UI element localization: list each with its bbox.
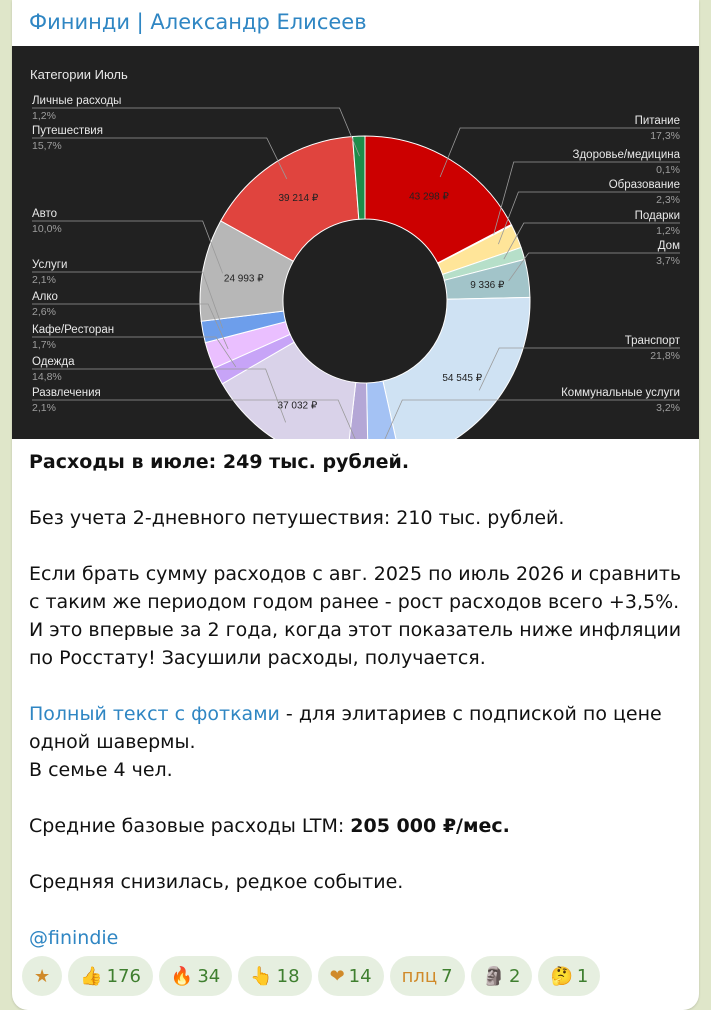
legend-percent-label: 21,8% [650, 350, 680, 362]
message-paragraph: Если брать сумму расходов с авг. 2025 по… [29, 563, 682, 669]
message-paragraph: Средняя снизилась, редкое событие. [29, 871, 404, 893]
message-paragraph: Без учета 2-дневного петушествия: 210 ты… [29, 507, 565, 529]
message-paragraph: Полный текст с фотками - для элитариев с… [29, 703, 662, 781]
legend-category-label: Одежда [32, 356, 75, 368]
leader-line [439, 127, 680, 178]
leader-line [32, 271, 223, 329]
legend-category-label: Образование [609, 179, 680, 191]
legend-percent-label: 1,7% [32, 339, 56, 351]
legend-percent-label: 1,2% [656, 225, 680, 237]
reaction-count: 14 [348, 965, 372, 987]
reaction-count: 34 [197, 965, 221, 987]
channel-title[interactable]: Фининди | Александр Елисеев [29, 10, 367, 34]
legend-category-label: Личные расходы [32, 95, 121, 107]
legend-percent-label: 1,2% [32, 110, 56, 122]
leader-line [32, 303, 229, 350]
pie-slice [382, 296, 531, 439]
pie-slice [220, 135, 360, 262]
reaction-count: 2 [508, 965, 521, 987]
text-reaction-icon: плц [401, 965, 438, 987]
legend-percent-label: 3,7% [656, 255, 680, 267]
thinking-face-icon: 🤔 [550, 965, 573, 987]
heart-icon: ❤ [329, 965, 345, 987]
reaction-chip[interactable]: 👍 176 [68, 956, 153, 996]
reaction-chip[interactable]: ★ [22, 956, 63, 996]
legend-category-label: Путешествия [32, 125, 103, 137]
leader-line [32, 137, 288, 180]
leader-line [384, 399, 680, 439]
legend-category-label: Здоровье/медицина [573, 149, 681, 161]
message-bubble: Фининди | Александр Елисеев Категории Ию… [12, 0, 699, 1010]
reaction-count: 7 [441, 965, 453, 987]
pie-slice [352, 135, 366, 220]
channel-signature-link[interactable]: @finindie [29, 927, 119, 949]
star-icon: ★ [34, 965, 51, 987]
reaction-chip[interactable]: 🔥 34 [158, 956, 233, 996]
full-text-link[interactable]: Полный текст с фотками [29, 703, 280, 725]
reaction-count: 176 [106, 965, 141, 987]
reaction-chip[interactable]: ❤ 14 [317, 956, 384, 996]
legend-category-label: Транспорт [625, 335, 681, 347]
message-text: Расходы в июле: 249 тыс. рублей. Без уче… [29, 448, 689, 952]
legend-category-label: Дом [658, 240, 680, 252]
legend-percent-label: 17,3% [650, 130, 680, 142]
leader-line [32, 399, 356, 439]
chart-title: Категории Июль [30, 67, 128, 82]
slice-value-label: 24 993 ₽ [224, 273, 264, 284]
legend-percent-label: 15,7% [32, 140, 62, 152]
legend-percent-label: 2,6% [32, 306, 56, 318]
fire-icon: 🔥 [170, 965, 194, 987]
leader-line [478, 347, 680, 391]
slice-value-label: 39 214 ₽ [279, 193, 319, 204]
leader-line [32, 368, 287, 423]
slice-value-label: 37 032 ₽ [278, 400, 318, 411]
leader-line [498, 191, 680, 245]
message-paragraph: Средние базовые расходы LTM: 205 000 ₽/м… [29, 815, 510, 837]
legend-category-label: Развлечения [32, 387, 101, 399]
reaction-count: 18 [276, 965, 300, 987]
legend-percent-label: 3,2% [656, 402, 680, 414]
legend-category-label: Коммунальные услуги [561, 387, 680, 399]
leader-line [32, 107, 360, 157]
legend-percent-label: 2,1% [32, 402, 56, 414]
legend-category-label: Услуги [32, 259, 67, 271]
leader-line [32, 220, 224, 274]
legend-percent-label: 0,1% [656, 164, 680, 176]
leader-line [493, 161, 680, 235]
leader-line [508, 252, 680, 282]
legend-category-label: Авто [32, 208, 57, 220]
moai-icon: 🗿 [482, 965, 505, 987]
message-headline: Расходы в июле: 249 тыс. рублей. [29, 451, 410, 473]
slice-value-label: 43 298 ₽ [409, 191, 449, 202]
thumbs-up-icon: 👍 [80, 965, 103, 987]
pointing-hand-icon: 👆 [250, 965, 273, 987]
chart-image[interactable]: Категории Июль 43 298 ₽ Питание 17,3% Здоро… [12, 46, 699, 439]
legend-percent-label: 2,1% [32, 274, 56, 286]
donut-chart: Категории Июль 43 298 ₽ Питание 17,3% Здоро… [30, 67, 681, 439]
legend-category-label: Алко [32, 291, 58, 303]
leader-line [503, 222, 680, 260]
slice-value-label: 9 336 ₽ [470, 280, 505, 291]
reaction-chip[interactable]: плц 7 [389, 956, 465, 996]
reaction-chip[interactable]: 👆 18 [238, 956, 312, 996]
reaction-chip[interactable]: 🗿 2 [470, 956, 533, 996]
pie-slice [364, 135, 512, 264]
slice-value-label: 54 545 ₽ [442, 373, 482, 384]
reactions-bar: ★ 👍 176 🔥 34 👆 18 ❤ 14 плц 7 🗿 2 🤔 1 [22, 956, 601, 996]
legend-percent-label: 2,3% [656, 194, 680, 206]
reaction-count: 1 [576, 965, 589, 987]
legend-category-label: Кафе/Ресторан [32, 324, 114, 336]
reaction-chip[interactable]: 🤔 1 [538, 956, 601, 996]
legend-percent-label: 10,0% [32, 223, 62, 235]
legend-category-label: Подарки [635, 210, 680, 222]
legend-percent-label: 14,8% [32, 371, 62, 383]
legend-category-label: Питание [635, 115, 680, 127]
leader-line [32, 336, 237, 368]
